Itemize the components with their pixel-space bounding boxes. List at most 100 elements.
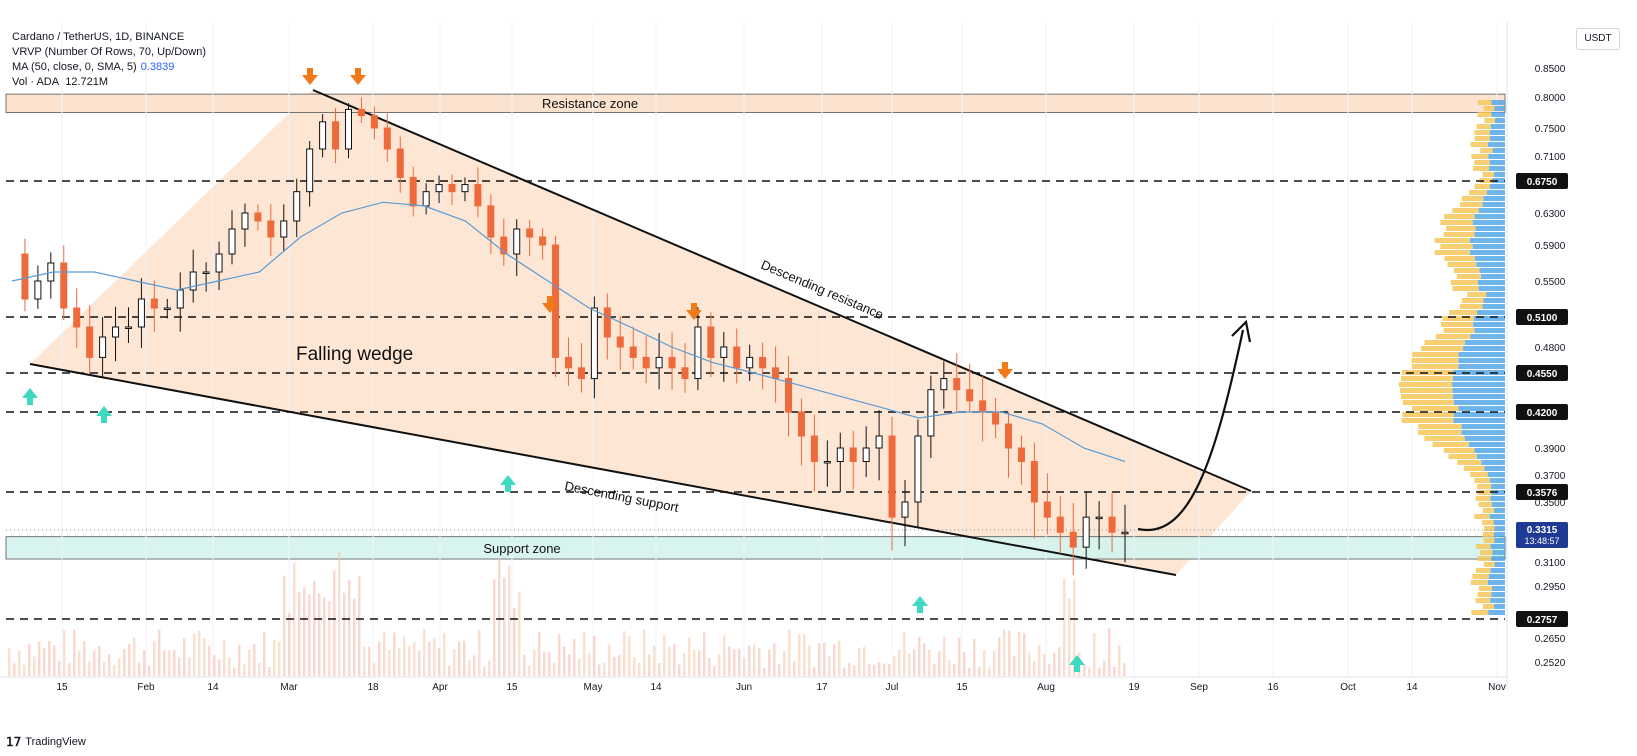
volume-bar [553, 662, 556, 676]
volume-bar [258, 662, 261, 676]
candle-body [435, 184, 443, 193]
volume-profile-bar-up [1412, 364, 1459, 369]
volume-bar [1118, 645, 1121, 676]
volume-profile-bar-down [1494, 118, 1505, 123]
candle-body [228, 228, 236, 255]
time-tick-label: 14 [207, 682, 219, 693]
volume-bar [478, 629, 481, 676]
candle-body [655, 356, 663, 369]
legend-volume: Vol · ADA 12.721M [12, 75, 206, 90]
volume-profile-bar-up [1444, 214, 1475, 219]
volume-bar [78, 651, 81, 676]
volume-bar [428, 641, 431, 676]
currency-selector[interactable]: USDT [1576, 28, 1620, 50]
volume-bar [538, 631, 541, 676]
volume-profile-bar-up [1478, 502, 1492, 507]
volume-profile-bar-up [1471, 610, 1489, 615]
candle-body [99, 336, 107, 358]
volume-bar [808, 645, 811, 676]
volume-bar [1028, 652, 1031, 676]
candle-body [34, 280, 42, 300]
volume-profile-bar-up [1463, 466, 1485, 471]
volume-bar [1038, 645, 1041, 676]
volume-bar [663, 634, 666, 676]
price-tick-label: 0.3700 [1535, 471, 1566, 482]
volume-bar [1123, 663, 1126, 676]
volume-profile-bar-down [1490, 598, 1505, 603]
volume-bar [693, 650, 696, 676]
candle-body [953, 378, 961, 391]
candle-body [150, 298, 158, 309]
volume-profile-bar-up [1483, 538, 1495, 543]
volume-profile-bar-down [1464, 340, 1505, 345]
volume-profile-bar-down [1453, 412, 1505, 417]
volume-bar [1113, 667, 1116, 676]
volume-bar [1073, 579, 1076, 676]
volume-profile-bar-up [1470, 580, 1488, 585]
volume-bar [218, 659, 221, 676]
volume-bar [628, 636, 631, 676]
volume-bar [543, 651, 546, 676]
volume-profile-bar-down [1491, 586, 1505, 591]
volume-bar [138, 662, 141, 676]
volume-bar [533, 649, 536, 676]
volume-profile [1398, 100, 1505, 615]
volume-bar [828, 656, 831, 676]
volume-profile-bar-up [1461, 196, 1484, 201]
volume-profile-bar-up [1418, 424, 1462, 429]
volume-bar [393, 632, 396, 676]
volume-bar [603, 662, 606, 676]
price-tick-label: 0.5500 [1535, 277, 1566, 288]
volume-bar [813, 667, 816, 676]
volume-profile-bar-up [1482, 508, 1494, 513]
volume-bar [738, 648, 741, 676]
volume-bar [33, 656, 36, 676]
time-tick-label: Jul [886, 682, 899, 693]
candle-body [1095, 516, 1103, 520]
volume-bar [868, 664, 871, 676]
volume-profile-bar-down [1491, 592, 1505, 597]
volume-profile-bar-down [1451, 382, 1505, 387]
volume-bar [193, 633, 196, 676]
volume-bar [183, 638, 186, 676]
volume-bar [678, 664, 681, 676]
volume-profile-bar-down [1470, 334, 1505, 339]
volume-profile-bar-up [1449, 310, 1478, 315]
volume-profile-bar-up [1434, 238, 1470, 243]
volume-profile-bar-up [1478, 586, 1492, 591]
volume-bar [1013, 655, 1016, 676]
price-level-tag [1516, 484, 1568, 500]
volume-bar [698, 650, 701, 676]
candle-body [1030, 461, 1038, 503]
candle-body [1121, 531, 1129, 535]
price-tick-label: 0.7100 [1535, 152, 1566, 163]
volume-profile-bar-up [1475, 568, 1491, 573]
volume-bar [993, 650, 996, 676]
volume-profile-bar-up [1479, 178, 1493, 183]
volume-profile-bar-up [1448, 454, 1477, 459]
price-tick-label: 0.2520 [1535, 658, 1566, 669]
volume-bar [248, 649, 251, 676]
volume-bar [213, 655, 216, 676]
volume-bar [798, 634, 801, 676]
volume-profile-bar-up [1434, 250, 1470, 255]
volume-bar [1098, 667, 1101, 676]
volume-bar [753, 644, 756, 676]
current-price-tag [1516, 522, 1568, 548]
volume-profile-bar-down [1494, 106, 1505, 111]
teal-up-arrow-icon [22, 388, 38, 405]
volume-bar [73, 629, 76, 676]
volume-bar [363, 646, 366, 676]
candle-body [254, 212, 262, 222]
volume-bar [293, 563, 296, 676]
volume-profile-bar-down [1493, 604, 1505, 609]
volume-bar [468, 659, 471, 676]
volume-profile-bar-down [1458, 352, 1505, 357]
volume-bar [173, 649, 176, 676]
volume-profile-bar-down [1458, 364, 1505, 369]
volume-bar [683, 652, 686, 676]
time-tick-label: 14 [1406, 682, 1418, 693]
volume-bar [1043, 654, 1046, 676]
volume-bar [323, 597, 326, 676]
volume-profile-bar-up [1443, 448, 1475, 453]
